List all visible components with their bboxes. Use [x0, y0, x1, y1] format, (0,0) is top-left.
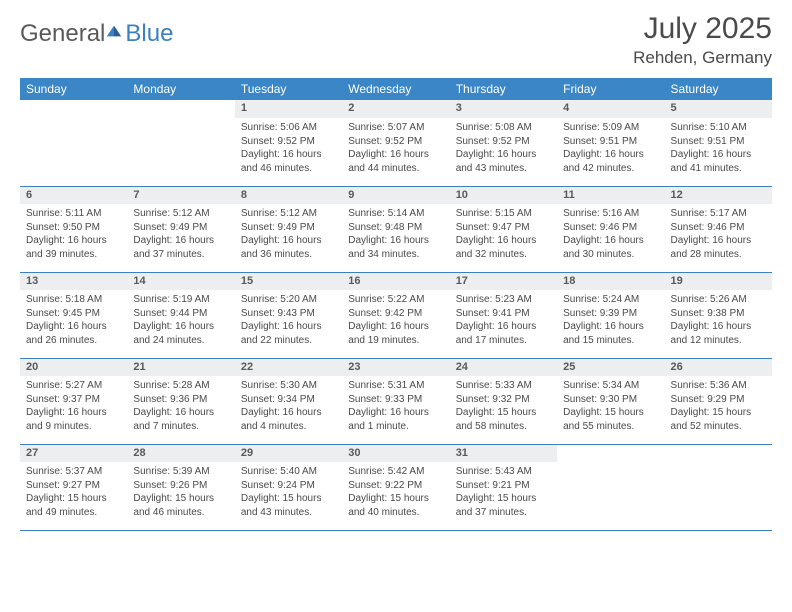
day-number-cell: 9: [342, 186, 449, 204]
day-number-cell: 18: [557, 272, 664, 290]
day-number-cell: 16: [342, 272, 449, 290]
day-number-cell: 7: [127, 186, 234, 204]
day-content-row: Sunrise: 5:27 AMSunset: 9:37 PMDaylight:…: [20, 376, 772, 444]
day-content-cell: Sunrise: 5:09 AMSunset: 9:51 PMDaylight:…: [557, 118, 664, 186]
day-number-cell: 26: [665, 358, 772, 376]
day-content-cell: Sunrise: 5:33 AMSunset: 9:32 PMDaylight:…: [450, 376, 557, 444]
day-content-cell: Sunrise: 5:12 AMSunset: 9:49 PMDaylight:…: [235, 204, 342, 272]
day-number-cell: 5: [665, 100, 772, 118]
weekday-header: Saturday: [665, 78, 772, 100]
day-number-cell: 19: [665, 272, 772, 290]
calendar-body: 12345Sunrise: 5:06 AMSunset: 9:52 PMDayl…: [20, 100, 772, 530]
header: General Blue July 2025 Rehden, Germany: [20, 12, 772, 68]
day-content-cell: [557, 462, 664, 530]
day-number-cell: 31: [450, 444, 557, 462]
day-number-cell: 15: [235, 272, 342, 290]
day-number-cell: 21: [127, 358, 234, 376]
logo-triangle-icon: [105, 22, 123, 40]
title-block: July 2025 Rehden, Germany: [633, 12, 772, 68]
day-content-cell: Sunrise: 5:34 AMSunset: 9:30 PMDaylight:…: [557, 376, 664, 444]
day-number-cell: 17: [450, 272, 557, 290]
day-number-cell: 24: [450, 358, 557, 376]
day-content-cell: Sunrise: 5:17 AMSunset: 9:46 PMDaylight:…: [665, 204, 772, 272]
day-number-row: 2728293031: [20, 444, 772, 462]
day-number-cell: 13: [20, 272, 127, 290]
day-content-cell: Sunrise: 5:18 AMSunset: 9:45 PMDaylight:…: [20, 290, 127, 358]
day-content-cell: Sunrise: 5:43 AMSunset: 9:21 PMDaylight:…: [450, 462, 557, 530]
day-number-cell: 25: [557, 358, 664, 376]
day-content-cell: Sunrise: 5:39 AMSunset: 9:26 PMDaylight:…: [127, 462, 234, 530]
day-content-cell: Sunrise: 5:26 AMSunset: 9:38 PMDaylight:…: [665, 290, 772, 358]
day-number-row: 20212223242526: [20, 358, 772, 376]
day-content-row: Sunrise: 5:11 AMSunset: 9:50 PMDaylight:…: [20, 204, 772, 272]
day-content-cell: Sunrise: 5:40 AMSunset: 9:24 PMDaylight:…: [235, 462, 342, 530]
location-label: Rehden, Germany: [633, 48, 772, 68]
day-content-cell: Sunrise: 5:16 AMSunset: 9:46 PMDaylight:…: [557, 204, 664, 272]
day-number-cell: 8: [235, 186, 342, 204]
day-content-cell: Sunrise: 5:28 AMSunset: 9:36 PMDaylight:…: [127, 376, 234, 444]
day-number-cell: 20: [20, 358, 127, 376]
weekday-header: Thursday: [450, 78, 557, 100]
day-content-cell: [665, 462, 772, 530]
day-number-cell: 4: [557, 100, 664, 118]
day-content-cell: Sunrise: 5:23 AMSunset: 9:41 PMDaylight:…: [450, 290, 557, 358]
day-number-cell: [20, 100, 127, 118]
day-content-cell: Sunrise: 5:30 AMSunset: 9:34 PMDaylight:…: [235, 376, 342, 444]
page-title: July 2025: [633, 12, 772, 46]
day-number-cell: [665, 444, 772, 462]
day-number-cell: [127, 100, 234, 118]
calendar-table: Sunday Monday Tuesday Wednesday Thursday…: [20, 78, 772, 531]
day-content-cell: Sunrise: 5:10 AMSunset: 9:51 PMDaylight:…: [665, 118, 772, 186]
day-number-cell: 27: [20, 444, 127, 462]
day-content-cell: Sunrise: 5:24 AMSunset: 9:39 PMDaylight:…: [557, 290, 664, 358]
day-content-cell: Sunrise: 5:15 AMSunset: 9:47 PMDaylight:…: [450, 204, 557, 272]
day-number-cell: 1: [235, 100, 342, 118]
day-number-cell: 11: [557, 186, 664, 204]
weekday-header: Sunday: [20, 78, 127, 100]
day-content-cell: Sunrise: 5:22 AMSunset: 9:42 PMDaylight:…: [342, 290, 449, 358]
day-content-cell: Sunrise: 5:20 AMSunset: 9:43 PMDaylight:…: [235, 290, 342, 358]
weekday-header: Wednesday: [342, 78, 449, 100]
day-content-cell: Sunrise: 5:12 AMSunset: 9:49 PMDaylight:…: [127, 204, 234, 272]
day-number-cell: 3: [450, 100, 557, 118]
day-content-cell: Sunrise: 5:19 AMSunset: 9:44 PMDaylight:…: [127, 290, 234, 358]
day-content-cell: Sunrise: 5:31 AMSunset: 9:33 PMDaylight:…: [342, 376, 449, 444]
day-content-cell: [127, 118, 234, 186]
logo-text-2: Blue: [125, 20, 173, 48]
day-number-cell: 14: [127, 272, 234, 290]
day-number-cell: 30: [342, 444, 449, 462]
day-content-cell: [20, 118, 127, 186]
day-number-cell: 23: [342, 358, 449, 376]
day-content-cell: Sunrise: 5:27 AMSunset: 9:37 PMDaylight:…: [20, 376, 127, 444]
day-number-cell: 29: [235, 444, 342, 462]
day-content-cell: Sunrise: 5:37 AMSunset: 9:27 PMDaylight:…: [20, 462, 127, 530]
day-number-cell: 10: [450, 186, 557, 204]
logo: General Blue: [20, 20, 173, 48]
day-number-cell: 2: [342, 100, 449, 118]
day-number-cell: 12: [665, 186, 772, 204]
day-number-row: 13141516171819: [20, 272, 772, 290]
weekday-header: Friday: [557, 78, 664, 100]
day-content-row: Sunrise: 5:37 AMSunset: 9:27 PMDaylight:…: [20, 462, 772, 530]
day-content-cell: Sunrise: 5:06 AMSunset: 9:52 PMDaylight:…: [235, 118, 342, 186]
day-content-cell: Sunrise: 5:11 AMSunset: 9:50 PMDaylight:…: [20, 204, 127, 272]
day-content-cell: Sunrise: 5:07 AMSunset: 9:52 PMDaylight:…: [342, 118, 449, 186]
day-content-cell: Sunrise: 5:14 AMSunset: 9:48 PMDaylight:…: [342, 204, 449, 272]
day-content-cell: Sunrise: 5:36 AMSunset: 9:29 PMDaylight:…: [665, 376, 772, 444]
day-content-row: Sunrise: 5:18 AMSunset: 9:45 PMDaylight:…: [20, 290, 772, 358]
weekday-header: Monday: [127, 78, 234, 100]
day-number-cell: 22: [235, 358, 342, 376]
day-number-cell: [557, 444, 664, 462]
day-content-row: Sunrise: 5:06 AMSunset: 9:52 PMDaylight:…: [20, 118, 772, 186]
day-number-cell: 6: [20, 186, 127, 204]
calendar-header-row: Sunday Monday Tuesday Wednesday Thursday…: [20, 78, 772, 100]
weekday-header: Tuesday: [235, 78, 342, 100]
day-number-row: 12345: [20, 100, 772, 118]
logo-text-1: General: [20, 20, 105, 48]
day-number-row: 6789101112: [20, 186, 772, 204]
day-content-cell: Sunrise: 5:08 AMSunset: 9:52 PMDaylight:…: [450, 118, 557, 186]
day-content-cell: Sunrise: 5:42 AMSunset: 9:22 PMDaylight:…: [342, 462, 449, 530]
day-number-cell: 28: [127, 444, 234, 462]
